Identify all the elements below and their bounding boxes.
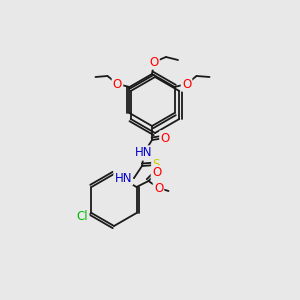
Text: O: O (154, 182, 163, 194)
Text: HN: HN (135, 146, 153, 160)
Text: Cl: Cl (77, 209, 88, 223)
Text: O: O (113, 77, 122, 91)
Text: O: O (152, 167, 161, 179)
Text: O: O (182, 77, 191, 91)
Text: O: O (160, 131, 169, 145)
Text: S: S (152, 158, 160, 172)
Text: O: O (149, 56, 159, 68)
Text: HN: HN (115, 172, 132, 184)
